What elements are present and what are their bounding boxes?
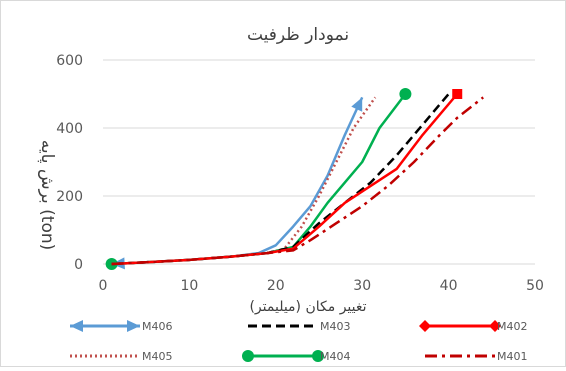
series-layer (105, 88, 484, 270)
y-tick-label: 400 (56, 121, 83, 137)
legend-label: M405 (142, 350, 173, 363)
legend-swatch-marker (127, 320, 140, 332)
legend-swatch-marker (489, 320, 501, 332)
x-tick-label: 0 (99, 278, 108, 294)
series-end-marker (452, 89, 463, 99)
y-tick-label: 600 (56, 53, 83, 69)
legend-label: M402 (497, 320, 528, 333)
series-end-marker (351, 97, 363, 112)
x-tick-label: 20 (267, 278, 285, 294)
legend-swatch-marker (70, 320, 83, 332)
legend-swatch-marker (312, 350, 324, 362)
legend-swatch-marker (242, 350, 254, 362)
legend-label: M403 (320, 320, 351, 333)
legend-item-M405: M405 (70, 350, 173, 363)
x-axis-label: تغییر مکان (میلیمتر) (249, 299, 366, 315)
legend-item-M403: M403 (248, 320, 351, 333)
x-tick-label: 10 (180, 278, 198, 294)
legend-label: M401 (497, 350, 528, 363)
legend-item-M404: M404 (242, 350, 351, 363)
chart-title: نمودار ظرفیت (247, 25, 349, 45)
legend-label: M404 (320, 350, 351, 363)
legend: M406 M403 M402 M405 M404 M401 (70, 320, 528, 363)
series-line (111, 96, 484, 266)
legend-item-M401: M401 (425, 350, 528, 363)
legend-swatch-marker (419, 320, 431, 332)
series-M401 (111, 96, 484, 266)
legend-item-M406: M406 (70, 320, 173, 333)
x-tick-label: 30 (353, 278, 371, 294)
legend-label: M406 (142, 320, 173, 333)
x-tick-label: 50 (526, 278, 544, 294)
y-axis-label: برش پایه (ton) (37, 140, 57, 251)
legend-item-M402: M402 (419, 320, 528, 333)
y-tick-label: 200 (56, 189, 83, 205)
axis-layer: 0 200 400 600 0 10 20 30 40 50 (56, 53, 544, 294)
y-tick-label: 0 (74, 257, 83, 273)
series-M402 (111, 89, 463, 266)
series-line (111, 93, 459, 266)
series-end-marker (399, 88, 412, 100)
x-tick-label: 40 (440, 278, 458, 294)
